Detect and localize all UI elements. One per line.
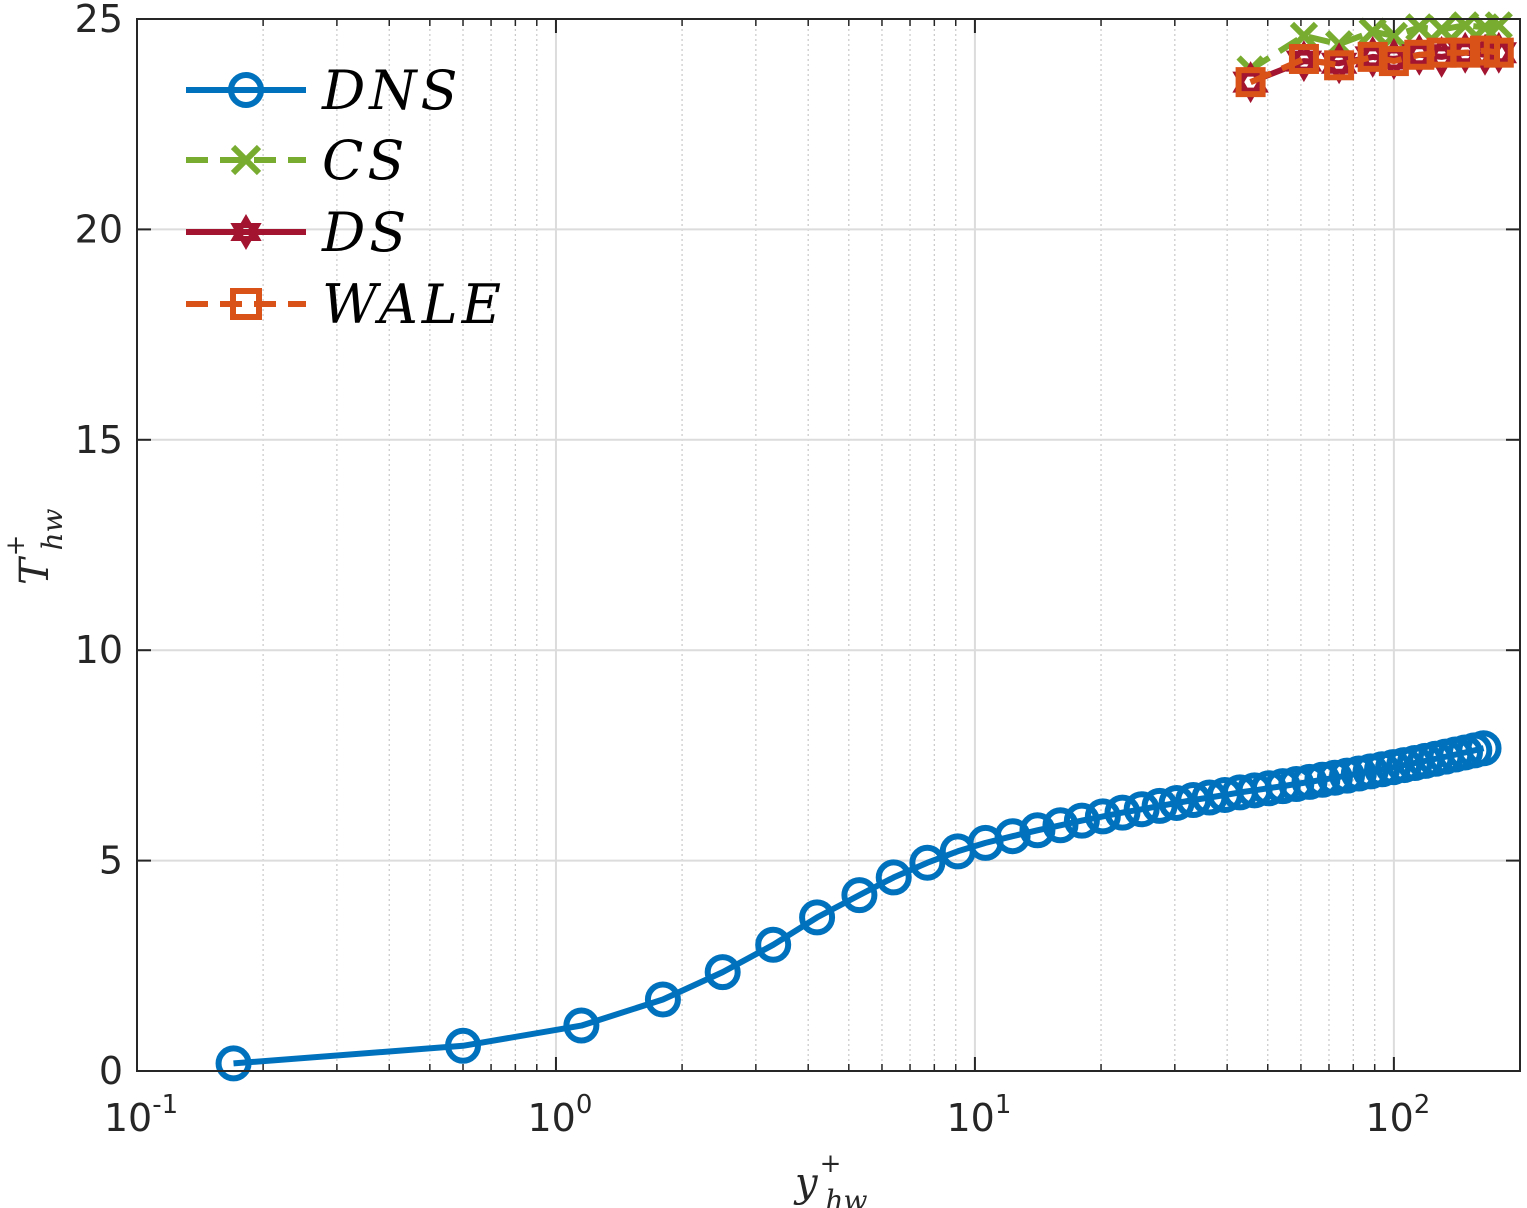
data-point-triangle — [1401, 44, 1438, 76]
data-point — [230, 144, 262, 176]
y-tick-label: 20 — [75, 207, 123, 251]
data-point — [1484, 11, 1513, 40]
data-point — [875, 859, 912, 896]
data-point — [215, 1045, 252, 1082]
data-point — [1235, 67, 1266, 98]
data-point-triangle — [230, 214, 262, 241]
data-point — [1278, 766, 1315, 803]
y-tick-label: 25 — [75, 0, 123, 41]
x-tick-label: 101 — [946, 1090, 1011, 1140]
y-tick-label: 0 — [99, 1049, 123, 1093]
legend: DNS CS DS WALE — [186, 59, 505, 336]
y-tick-label: 5 — [99, 839, 123, 883]
x-tick-base: 10 — [1365, 1096, 1413, 1140]
grid-lines — [137, 19, 1520, 1071]
data-point — [994, 818, 1031, 855]
data-point — [909, 844, 946, 881]
data-point — [563, 1007, 600, 1044]
legend-item-wale: WALE — [186, 273, 505, 336]
legend-item-dns: DNS — [186, 59, 462, 122]
data-point — [1019, 812, 1056, 849]
data-point-stroke — [1358, 17, 1387, 46]
x-tick-exponent: 2 — [1414, 1090, 1431, 1120]
data-point — [1141, 787, 1178, 824]
series-dns — [215, 730, 1502, 1082]
data-point-stroke — [230, 144, 262, 176]
y-tick-label: 10 — [75, 628, 123, 672]
legend-label: CS — [322, 129, 408, 192]
data-point — [799, 899, 836, 936]
data-point — [1358, 17, 1387, 46]
plot-series — [215, 11, 1518, 1082]
x-tick-base: 10 — [104, 1096, 152, 1140]
x-axis-label: y+ hw — [793, 1149, 867, 1208]
x-tick-base: 10 — [946, 1096, 994, 1140]
legend-label: WALE — [322, 273, 505, 336]
legend-item-cs: CS — [186, 129, 408, 192]
data-point-triangle — [230, 223, 262, 250]
data-point — [1465, 730, 1502, 767]
x-tick-exponent: 1 — [995, 1090, 1012, 1120]
data-point — [1042, 807, 1079, 844]
data-point — [1123, 791, 1160, 828]
data-point — [1063, 802, 1100, 839]
x-tick-label: 100 — [528, 1090, 593, 1140]
data-point-stroke — [1484, 11, 1513, 40]
data-point — [228, 72, 264, 108]
data-point — [1288, 43, 1319, 74]
axes-frame — [136, 18, 1521, 1072]
data-point — [1450, 37, 1481, 68]
data-point — [1289, 21, 1319, 50]
data-point — [1483, 37, 1514, 68]
data-point — [755, 926, 792, 963]
data-point-triangle — [1232, 71, 1269, 104]
data-point — [644, 981, 681, 1018]
x-tick-label: 10-1 — [104, 1090, 178, 1140]
data-point — [1158, 784, 1195, 821]
data-point — [841, 877, 878, 914]
data-point — [1324, 50, 1355, 81]
x-tick-base: 10 — [528, 1096, 576, 1140]
legend-item-ds: DS — [186, 201, 410, 264]
x-tick-exponent: -1 — [152, 1090, 178, 1120]
series-wale — [1235, 35, 1514, 98]
y-tick-label: 15 — [75, 418, 123, 462]
data-point — [1291, 763, 1328, 800]
data-point — [230, 214, 262, 250]
x-tick-exponent: 0 — [576, 1090, 593, 1120]
data-point — [1084, 798, 1121, 835]
data-point — [1427, 15, 1456, 44]
legend-label: DS — [321, 201, 410, 264]
data-point — [1104, 794, 1141, 831]
y-axis-label: T+ hw — [1, 508, 69, 585]
legend-label: DNS — [321, 59, 462, 122]
data-point-stroke — [1427, 15, 1456, 44]
data-point-stroke — [1289, 21, 1319, 50]
series-line — [1248, 22, 1500, 73]
x-tick-label: 102 — [1365, 1090, 1430, 1140]
data-point — [230, 288, 262, 320]
data-point-triangle — [1320, 42, 1358, 74]
data-point — [445, 1027, 482, 1064]
data-point — [704, 954, 741, 991]
series-line — [1249, 47, 1500, 85]
